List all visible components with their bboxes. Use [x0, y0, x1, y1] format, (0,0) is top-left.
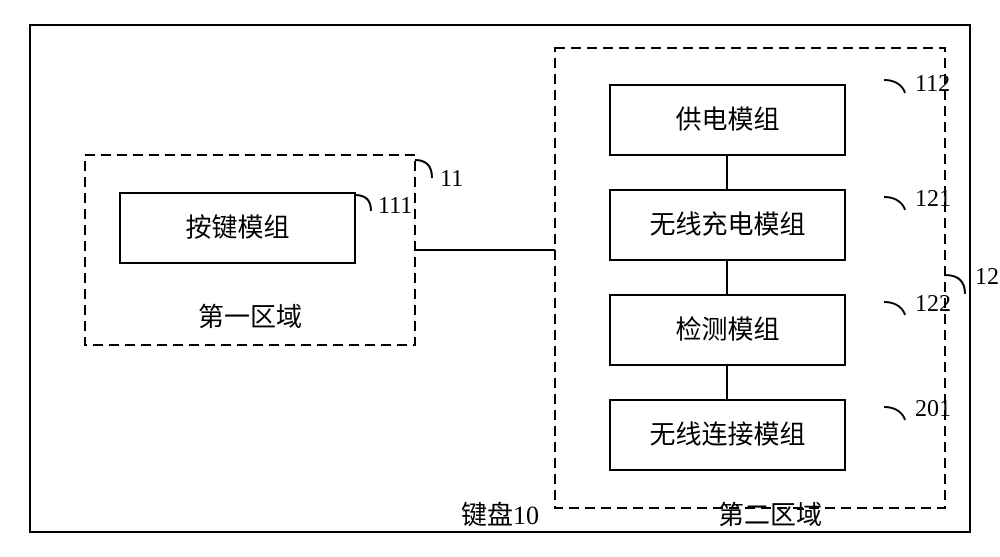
leader-112-label: 112	[915, 71, 950, 97]
region-1-label: 第一区域	[198, 303, 302, 332]
leader-122-line	[884, 302, 905, 315]
diagram-title: 键盘10	[461, 501, 539, 530]
leader-11-label: 11	[440, 166, 463, 192]
diagram-canvas: 按键模组第一区域11111供电模组无线充电模组检测模组无线连接模组1121211…	[0, 0, 1000, 557]
box-121-label: 无线充电模组	[649, 211, 805, 240]
box-111-label: 按键模组	[185, 214, 289, 243]
leader-201-line	[884, 407, 905, 420]
leader-121-label: 121	[915, 186, 951, 212]
region-2-label: 第二区域	[718, 501, 822, 530]
leader-12-label: 12	[975, 264, 999, 290]
leader-121-line	[884, 197, 905, 210]
leader-122-label: 122	[915, 291, 951, 317]
leader-111-label: 111	[378, 193, 412, 219]
leader-201-label: 201	[915, 396, 951, 422]
box-122-label: 检测模组	[675, 316, 779, 345]
leader-112-line	[884, 80, 905, 93]
box-112-label: 供电模组	[675, 106, 779, 135]
box-201-label: 无线连接模组	[649, 421, 805, 450]
leader-11-line	[415, 160, 432, 178]
leader-111-line	[355, 195, 371, 211]
outer-frame	[30, 25, 970, 532]
